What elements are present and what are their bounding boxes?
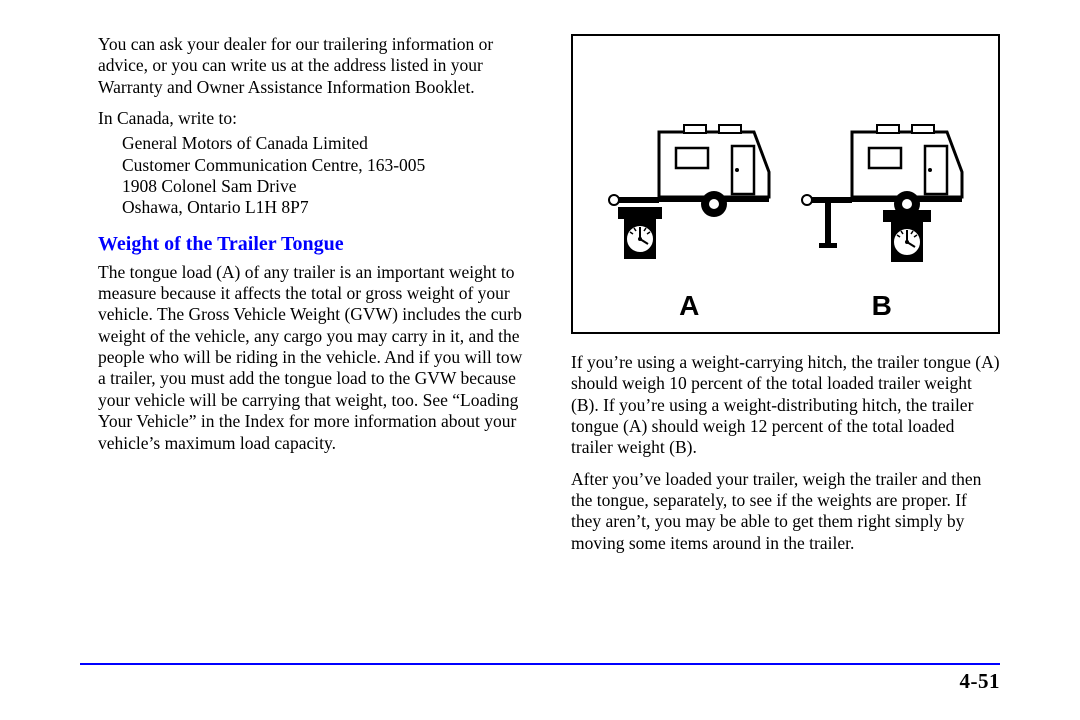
- section-heading: Weight of the Trailer Tongue: [98, 233, 527, 256]
- trailer-a-icon: [604, 112, 774, 272]
- page-footer: 4-51: [80, 663, 1000, 694]
- right-paragraph-1: If you’re using a weight-carrying hitch,…: [571, 352, 1000, 459]
- address-line: Customer Communication Centre, 163-005: [122, 155, 527, 176]
- figure-box: A: [571, 34, 1000, 334]
- figure-unit-b: B: [797, 112, 967, 322]
- address-block: General Motors of Canada Limited Custome…: [122, 133, 527, 218]
- figure-label-a: A: [679, 290, 699, 322]
- address-line: Oshawa, Ontario L1H 8P7: [122, 197, 527, 218]
- page-number: 4-51: [960, 669, 1001, 693]
- trailer-b-icon: [797, 112, 967, 272]
- right-column: A: [571, 34, 1000, 564]
- figure-unit-a: A: [604, 112, 774, 322]
- left-column: You can ask your dealer for our traileri…: [98, 34, 527, 564]
- address-line: General Motors of Canada Limited: [122, 133, 527, 154]
- right-paragraph-2: After you’ve loaded your trailer, weigh …: [571, 469, 1000, 554]
- address-line: 1908 Colonel Sam Drive: [122, 176, 527, 197]
- page-content: You can ask your dealer for our traileri…: [0, 0, 1080, 564]
- address-intro: In Canada, write to:: [98, 108, 527, 129]
- body-paragraph: The tongue load (A) of any trailer is an…: [98, 262, 527, 454]
- intro-paragraph: You can ask your dealer for our traileri…: [98, 34, 527, 98]
- figure-label-b: B: [872, 290, 892, 322]
